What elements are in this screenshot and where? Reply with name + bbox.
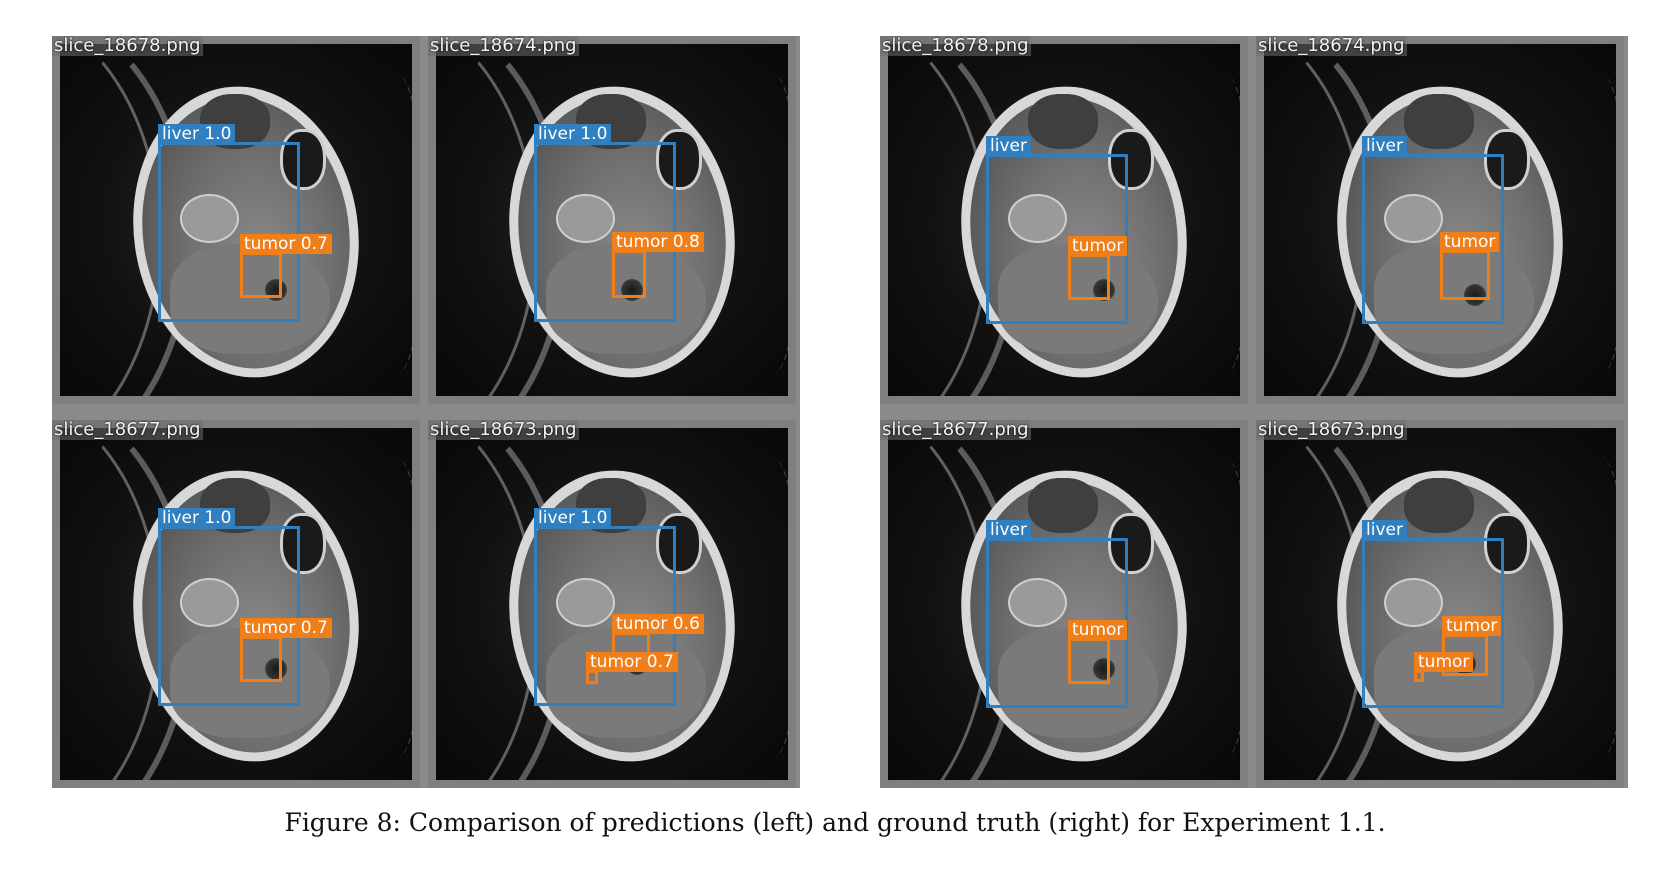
slice-filename: slice_18674.png [428,36,579,56]
slice-filename: slice_18677.png [52,420,203,440]
liver-box-label: liver 1.0 [158,508,236,528]
tumor-bounding-box [586,670,598,684]
slice-filename: slice_18677.png [880,420,1031,440]
ct-tile: slice_18673.png liver tumor tumor [1256,420,1624,788]
ct-tile: slice_18674.png liver tumor [1256,36,1624,404]
predictions-panel-group: slice_18678.png liver 1.0 tumor 0.7 slic… [52,36,800,788]
ct-scan-image [1264,44,1616,396]
tumor-box-label: tumor 0.7 [240,234,332,254]
ct-scan-image [1264,428,1616,780]
tumor-bounding-box [240,636,282,682]
tumor-bounding-box [1068,254,1110,300]
tumor-box-label: tumor 0.6 [612,614,704,634]
ct-scan-image [888,44,1240,396]
ct-tile: slice_18673.png liver 1.0 tumor 0.6 tumo… [428,420,796,788]
liver-box-label: liver 1.0 [158,124,236,144]
liver-box-label: liver [986,520,1031,540]
liver-box-label: liver [1362,520,1407,540]
liver-box-label: liver [1362,136,1407,156]
tumor-box-label: tumor 0.7 [586,652,678,672]
tumor-box-label: tumor 0.7 [240,618,332,638]
slice-filename: slice_18673.png [1256,420,1407,440]
ct-tile: slice_18677.png liver 1.0 tumor 0.7 [52,420,420,788]
liver-box-label: liver 1.0 [534,508,612,528]
tumor-bounding-box [1440,250,1490,300]
tumor-box-label: tumor 0.8 [612,232,704,252]
slice-filename: slice_18674.png [1256,36,1407,56]
tumor-bounding-box [240,252,282,298]
tumor-box-label: tumor [1442,616,1502,636]
slice-filename: slice_18673.png [428,420,579,440]
liver-box-label: liver [986,136,1031,156]
liver-bounding-box [1362,154,1504,324]
liver-box-label: liver 1.0 [534,124,612,144]
tumor-box-label: tumor [1068,236,1128,256]
ct-scan-image [60,44,412,396]
ct-tile: slice_18674.png liver 1.0 tumor 0.8 [428,36,796,404]
tumor-box-label: tumor [1440,232,1500,252]
ct-scan-image [436,44,788,396]
ct-scan-image [60,428,412,780]
tumor-box-label: tumor [1068,620,1128,640]
ct-tile: slice_18678.png liver 1.0 tumor 0.7 [52,36,420,404]
slice-filename: slice_18678.png [880,36,1031,56]
slice-filename: slice_18678.png [52,36,203,56]
ct-tile: slice_18678.png liver tumor [880,36,1248,404]
tumor-bounding-box [612,250,646,298]
figure-caption: Figure 8: Comparison of predictions (lef… [284,808,1386,837]
tumor-bounding-box [1068,638,1110,684]
ct-scan-image [436,428,788,780]
ground-truth-panel-group: slice_18678.png liver tumor slice_18674.… [880,36,1628,788]
liver-bounding-box [1362,538,1504,708]
tumor-box-label: tumor [1414,652,1474,672]
ct-tile: slice_18677.png liver tumor [880,420,1248,788]
